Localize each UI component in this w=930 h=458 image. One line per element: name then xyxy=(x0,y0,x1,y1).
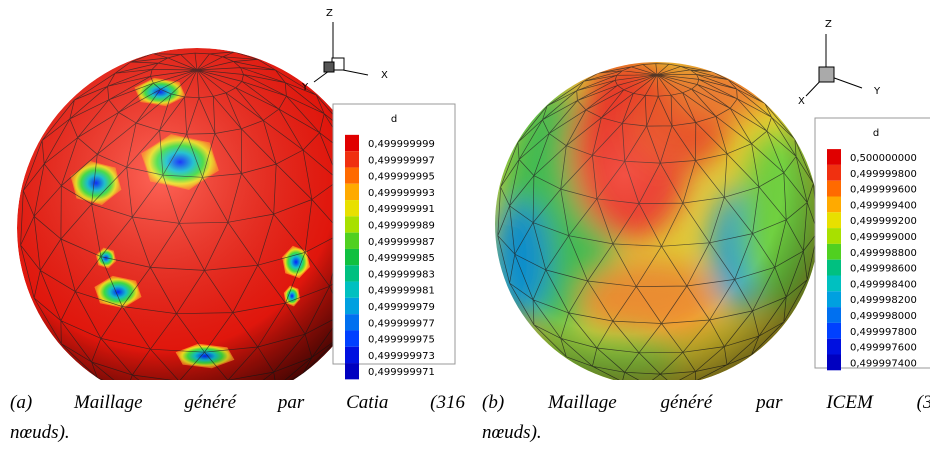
figure: Z Y X Z Y Xd 0,499999999 0,499999997 0,499999995… xyxy=(17,8,930,380)
legend-label: 0,499999993 xyxy=(368,188,435,199)
legend-swatch xyxy=(345,330,359,347)
legend-swatch xyxy=(345,297,359,315)
legend-swatch xyxy=(827,291,841,308)
legend-label: 0,499999977 xyxy=(368,318,435,329)
sphere-left xyxy=(17,48,377,380)
legend-swatch xyxy=(345,314,359,331)
legend-swatch xyxy=(345,265,359,282)
caption-line: (b) Maillage généré par ICEM (30 xyxy=(482,392,930,413)
legend-label: 0,499998800 xyxy=(850,248,917,259)
legend-label: 0,500000000 xyxy=(850,153,917,164)
axis-label: X xyxy=(798,96,805,107)
legend-swatch xyxy=(827,338,841,355)
legend-label: 0,499999985 xyxy=(368,253,435,264)
axis-label: Z xyxy=(825,19,832,30)
legend-label: 0,499999200 xyxy=(850,216,917,227)
legend-label: 0,499999983 xyxy=(368,269,435,280)
legend-swatch xyxy=(345,200,359,217)
legend-label: 0,499997400 xyxy=(850,358,917,369)
legend-label: 0,499998600 xyxy=(850,264,917,275)
legend-label: 0,499999975 xyxy=(368,335,435,346)
legend-swatch xyxy=(345,232,359,249)
axis-label: Y xyxy=(873,86,881,97)
legend-swatch xyxy=(827,196,841,213)
legend-label: 0,499998400 xyxy=(850,279,917,290)
legend-label: 0,499999800 xyxy=(850,169,917,180)
legend-label: 0,499999000 xyxy=(850,232,917,243)
legend-label: 0,499999991 xyxy=(368,204,435,215)
legend-label: 0,499999997 xyxy=(368,155,435,166)
legend-swatch xyxy=(345,363,359,380)
legend-swatch xyxy=(827,149,841,165)
sphere-right xyxy=(495,62,819,380)
legend-label: 0,499997800 xyxy=(850,327,917,338)
legend-swatch xyxy=(827,354,841,371)
legend-swatch xyxy=(345,167,359,184)
legend-label: 0,499999989 xyxy=(368,221,435,232)
legend-label: 0,499998000 xyxy=(850,311,917,322)
legend-label: 0,499999987 xyxy=(368,237,435,248)
legend-swatch xyxy=(345,216,359,233)
caption-line: nœuds). xyxy=(10,422,70,443)
legend-label: 0,499999979 xyxy=(368,302,435,313)
legend-swatch xyxy=(827,180,841,197)
legend-swatch xyxy=(827,212,841,229)
legend-label: 0,499999999 xyxy=(368,139,435,150)
legend-title: d xyxy=(873,128,879,139)
legend-swatch xyxy=(827,322,841,339)
legend-swatch xyxy=(827,243,841,260)
legend-swatch xyxy=(827,164,841,181)
legend-swatch xyxy=(827,307,841,323)
legend-swatch xyxy=(345,281,359,298)
legend-label: 0,499999995 xyxy=(368,172,435,183)
legend-label: 0,499999400 xyxy=(850,200,917,211)
legend-swatch xyxy=(827,275,841,292)
legend-swatch xyxy=(345,183,359,201)
caption-line: nœuds). xyxy=(482,422,542,443)
legend-swatch xyxy=(345,248,359,266)
axis-triads xyxy=(313,22,863,97)
caption: (a) Maillage généré par Catia (316 nœuds… xyxy=(10,392,465,452)
legend-label: 0,499999973 xyxy=(368,351,435,362)
legend-label: 0,499997600 xyxy=(850,343,917,354)
legend-label: 0,499999600 xyxy=(850,185,917,196)
caption-line: (a) Maillage généré par Catia (316 xyxy=(10,392,465,413)
legend-label: 0,499998200 xyxy=(850,295,917,306)
caption: (b) Maillage généré par ICEM (30 nœuds). xyxy=(482,392,930,452)
axis-label: Y xyxy=(301,82,309,93)
legend-label: 0,499999981 xyxy=(368,286,435,297)
axis-label: X xyxy=(381,70,388,81)
legend-label: 0,499999971 xyxy=(368,367,435,378)
legend-title: d xyxy=(391,114,397,125)
legend-swatch xyxy=(345,151,359,168)
legend-swatch xyxy=(345,134,359,152)
legend-swatch xyxy=(827,228,841,244)
legend-swatch xyxy=(345,346,359,364)
legend-swatch xyxy=(827,259,841,276)
axis-label: Z xyxy=(326,8,333,19)
